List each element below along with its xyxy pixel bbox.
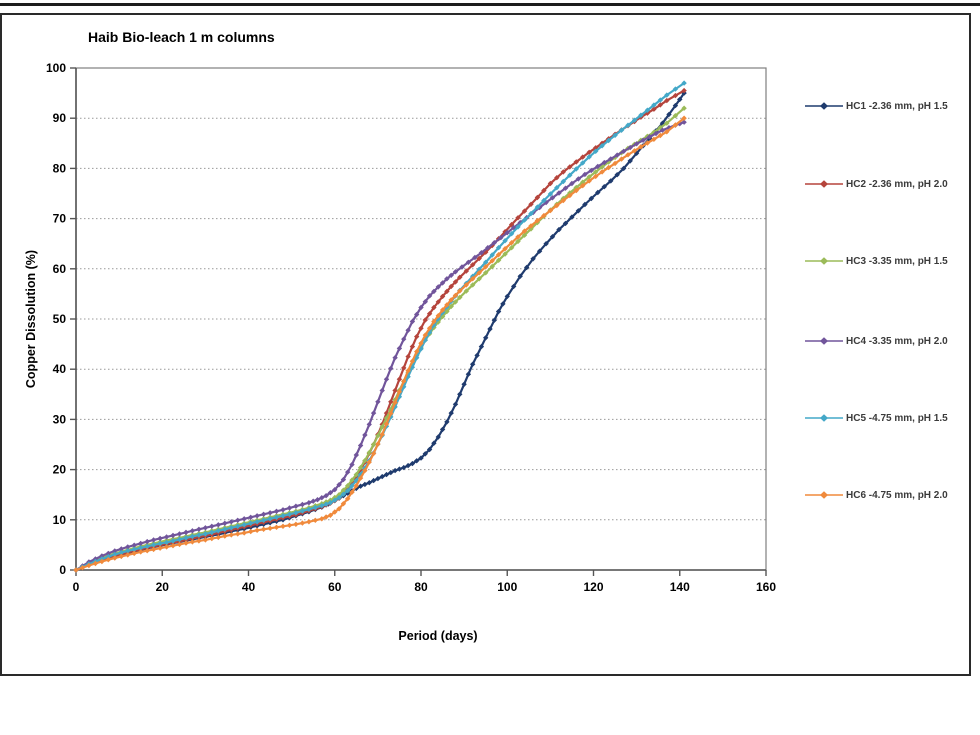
series-hc4-line	[74, 121, 686, 572]
series-hc6-line	[74, 117, 686, 572]
legend-item-hc4: HC4 -3.35 mm, pH 2.0	[805, 335, 948, 347]
legend-item-hc3: HC3 -3.35 mm, pH 1.5	[805, 255, 948, 267]
series-hc1-markers	[73, 90, 687, 573]
legend-marker-hc6	[805, 491, 843, 499]
series-hc2-markers	[73, 87, 687, 573]
x-tick-label-80: 80	[414, 580, 428, 594]
y-tick-label-40: 40	[53, 362, 67, 376]
legend-item-hc2: HC2 -2.36 mm, pH 2.0	[805, 178, 948, 190]
y-tick-label-60: 60	[53, 262, 67, 276]
x-tick-label-0: 0	[73, 580, 80, 594]
y-axis-title: Copper Dissolution (%)	[24, 249, 38, 389]
y-tick-label-80: 80	[53, 161, 67, 175]
series-hc6-markers	[73, 115, 687, 573]
x-tick-label-60: 60	[328, 580, 342, 594]
legend-marker-hc3	[805, 257, 843, 265]
x-tick-label-100: 100	[497, 580, 517, 594]
y-tick-label-100: 100	[46, 61, 66, 75]
legend-marker-hc5	[805, 414, 843, 422]
legend-label-hc2: HC2 -2.36 mm, pH 2.0	[846, 178, 948, 190]
y-tick-label-10: 10	[53, 513, 67, 527]
legend-item-hc1: HC1 -2.36 mm, pH 1.5	[805, 100, 948, 112]
legend-item-hc6: HC6 -4.75 mm, pH 2.0	[805, 489, 948, 501]
x-tick-label-20: 20	[156, 580, 170, 594]
legend-marker-hc2	[805, 180, 843, 188]
chart-frame	[0, 13, 971, 676]
y-tick-label-30: 30	[53, 412, 67, 426]
chart-title: Haib Bio-leach 1 m columns	[88, 29, 275, 45]
series-hc5-line	[74, 81, 686, 572]
y-tick-label-0: 0	[59, 563, 66, 577]
x-tick-label-140: 140	[670, 580, 690, 594]
y-tick-label-70: 70	[53, 212, 67, 226]
legend-marker-hc4	[805, 337, 843, 345]
series-hc5-markers	[73, 80, 687, 573]
y-tick-label-20: 20	[53, 463, 67, 477]
legend-label-hc3: HC3 -3.35 mm, pH 1.5	[846, 255, 948, 267]
legend-item-hc5: HC5 -4.75 mm, pH 1.5	[805, 412, 948, 424]
series-hc4-markers	[73, 119, 687, 573]
x-tick-label-120: 120	[583, 580, 603, 594]
legend-label-hc5: HC5 -4.75 mm, pH 1.5	[846, 412, 948, 424]
legend-label-hc6: HC6 -4.75 mm, pH 2.0	[846, 489, 948, 501]
page-edge-line	[0, 3, 980, 6]
x-tick-label-160: 160	[756, 580, 776, 594]
legend-marker-hc1	[805, 102, 843, 110]
y-tick-label-90: 90	[53, 111, 67, 125]
legend-label-hc4: HC4 -3.35 mm, pH 2.0	[846, 335, 948, 347]
x-tick-label-40: 40	[242, 580, 256, 594]
legend-label-hc1: HC1 -2.36 mm, pH 1.5	[846, 100, 948, 112]
y-tick-label-50: 50	[53, 312, 67, 326]
x-axis-title: Period (days)	[398, 629, 478, 643]
series-hc1-line	[74, 91, 686, 572]
series-hc2-line	[74, 89, 686, 572]
